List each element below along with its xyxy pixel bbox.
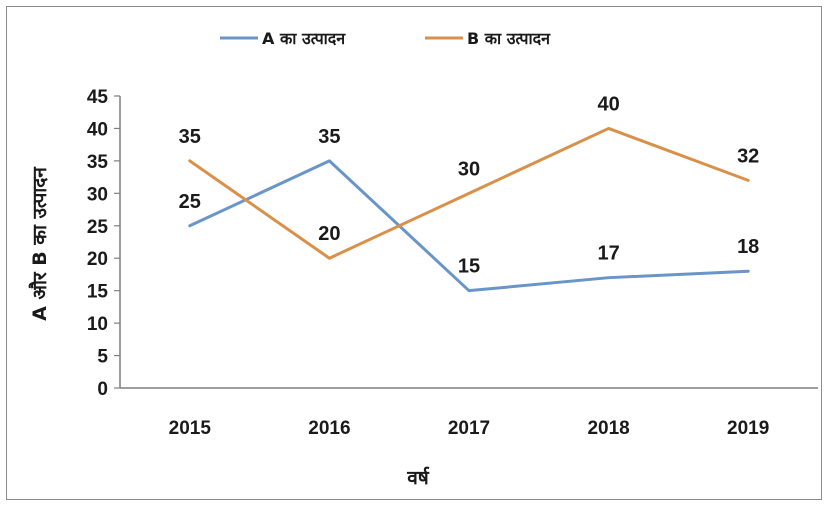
y-tick-label: 10 <box>87 314 108 335</box>
data-label: 15 <box>458 256 480 278</box>
data-label: 25 <box>179 191 201 213</box>
y-tick-label: 35 <box>87 152 109 173</box>
x-tick-label: 2017 <box>448 418 490 439</box>
series-line-b <box>188 126 750 260</box>
x-tick-label: 2018 <box>587 418 629 439</box>
legend-label-a: A का उत्पादन <box>262 29 346 48</box>
y-tick-label: 30 <box>87 184 108 205</box>
x-tick-labels: 2015 2016 2017 2018 2019 <box>169 418 770 439</box>
y-tick-label: 15 <box>87 282 109 303</box>
data-label: 35 <box>179 126 201 148</box>
data-label: 40 <box>597 93 619 115</box>
data-label: 18 <box>737 236 759 258</box>
data-label: 32 <box>737 145 759 167</box>
x-axis-title: वर्ष <box>406 466 430 489</box>
y-tick-label: 25 <box>87 217 109 238</box>
x-tick-label: 2016 <box>308 418 350 439</box>
y-tick-labels: 0 5 10 15 20 25 30 35 40 45 <box>87 87 109 400</box>
x-tick-label: 2019 <box>727 418 769 439</box>
y-tick-label: 0 <box>97 379 108 400</box>
axes <box>114 95 818 389</box>
x-tick-label: 2015 <box>169 418 212 439</box>
data-labels: 25 35 15 17 18 35 20 30 40 32 <box>179 93 760 277</box>
y-tick-label: 5 <box>97 347 108 368</box>
series-line-a <box>188 159 750 293</box>
legend-label-b: B का उत्पादन <box>467 29 551 48</box>
y-tick-label: 45 <box>87 87 109 108</box>
y-axis-title: A और B का उत्पादन <box>28 166 51 321</box>
data-label: 30 <box>458 158 480 180</box>
y-tick-label: 40 <box>87 119 108 140</box>
data-label: 20 <box>318 223 340 245</box>
chart-frame <box>6 6 822 500</box>
data-label: 17 <box>597 243 619 265</box>
series-lines <box>188 126 750 293</box>
y-tick-label: 20 <box>87 249 108 270</box>
data-label: 35 <box>318 126 340 148</box>
legend: A का उत्पादन B का उत्पादन <box>220 29 551 48</box>
